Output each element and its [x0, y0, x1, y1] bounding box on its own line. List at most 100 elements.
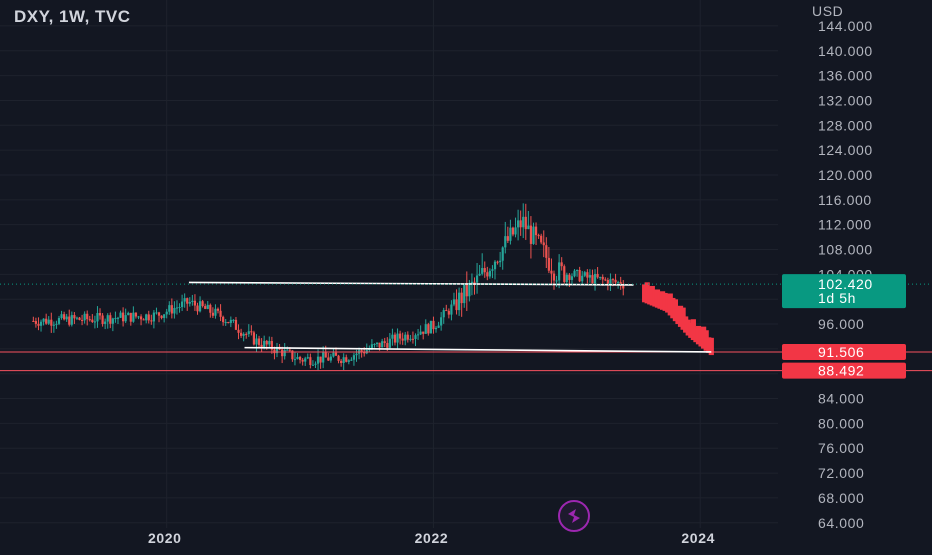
candle-up [424, 324, 427, 334]
support-level-value: 91.506 [818, 344, 864, 360]
candle-up [124, 315, 127, 322]
candle-down [204, 306, 207, 309]
candle-down [483, 268, 486, 273]
price-tick-label: 64.000 [818, 515, 864, 531]
candle-up [57, 318, 61, 324]
candle-down [406, 334, 409, 340]
time-tick-label: 2024 [681, 530, 715, 546]
candle-down [455, 299, 458, 311]
candle-down [216, 308, 220, 311]
candle-down [540, 235, 543, 243]
candle-up [163, 314, 166, 318]
candle-up [493, 261, 497, 270]
candle-down [222, 316, 225, 323]
price-tick-label: 96.000 [818, 316, 864, 332]
candle-up [311, 364, 315, 366]
candle-up [255, 338, 258, 345]
candle-down [622, 285, 625, 289]
candle-down [86, 313, 89, 320]
candle-down [68, 316, 71, 325]
candle-down [524, 216, 527, 230]
candle-up [437, 325, 440, 328]
price-tick-label: 80.000 [818, 415, 864, 431]
candle-down [486, 272, 489, 277]
time-tick-label: 2020 [148, 530, 182, 546]
candle-down [378, 342, 381, 348]
candle-down [563, 266, 566, 282]
candle-down [32, 320, 35, 322]
candle-down [288, 349, 291, 351]
price-tick-label: 144.000 [818, 18, 873, 34]
candle-down [250, 331, 253, 333]
candle-up [42, 318, 45, 322]
candle-down [63, 314, 66, 320]
candle-down [88, 319, 91, 321]
support-level-tag[interactable] [782, 343, 906, 360]
candle-up [442, 310, 445, 318]
candle-down [547, 257, 550, 271]
candle-down [606, 279, 609, 286]
candle-down [209, 304, 212, 313]
candle-down [201, 301, 204, 307]
last-price-tag[interactable] [782, 274, 906, 309]
candle-down [109, 315, 112, 324]
candle-up [468, 283, 471, 297]
candle-down [496, 261, 499, 263]
candle-up [111, 318, 114, 324]
candle-up [93, 321, 96, 323]
candle-down [91, 319, 94, 323]
projection-bar [708, 337, 714, 356]
candle-up [514, 227, 517, 235]
candle-down [473, 281, 476, 283]
candle-down [550, 270, 553, 274]
candle-up [450, 304, 453, 315]
candle-up [70, 315, 73, 325]
candle-up [183, 298, 186, 302]
candle-up [588, 275, 592, 278]
candle-up [306, 357, 309, 359]
candle-up [247, 331, 250, 335]
price-tick-label: 108.000 [818, 242, 873, 258]
candle-up [370, 344, 374, 349]
candle-up [352, 355, 356, 360]
candle-up [375, 342, 379, 344]
candle-down [129, 312, 132, 322]
candle-down [383, 341, 386, 344]
candle-up [565, 274, 568, 282]
candle-down [45, 318, 48, 324]
candle-down [552, 273, 556, 281]
candle-down [252, 332, 256, 345]
candle-up [558, 262, 561, 281]
candle-up [165, 311, 168, 315]
candle-down [281, 349, 284, 357]
currency-label[interactable]: USD [812, 3, 843, 19]
candle-down [399, 333, 402, 339]
price-tick-label: 124.000 [818, 142, 873, 158]
lightning-bolt-icon[interactable] [558, 500, 590, 532]
candle-down [101, 315, 104, 324]
candle-up [168, 305, 171, 312]
lower-level-tag[interactable] [782, 362, 906, 379]
candle-up [104, 321, 107, 324]
candle-up [491, 269, 494, 271]
candle-up [434, 327, 438, 330]
candle-down [560, 262, 563, 267]
time-tick-label: 2022 [415, 530, 449, 546]
candle-down [50, 319, 53, 326]
bar-countdown: 1d 5h [818, 290, 856, 306]
candle-down [122, 312, 125, 322]
candle-down [270, 341, 273, 350]
price-tick-label: 84.000 [818, 391, 864, 407]
candle-up [332, 352, 335, 357]
candle-up [232, 319, 235, 321]
candle-up [617, 282, 620, 284]
candle-up [116, 317, 120, 319]
candle-down [193, 300, 197, 306]
candle-up [475, 275, 479, 283]
candle-down [601, 276, 604, 280]
drawn-horizontal-line [188, 281, 634, 286]
candle-down [401, 338, 404, 341]
candle-up [416, 334, 420, 336]
